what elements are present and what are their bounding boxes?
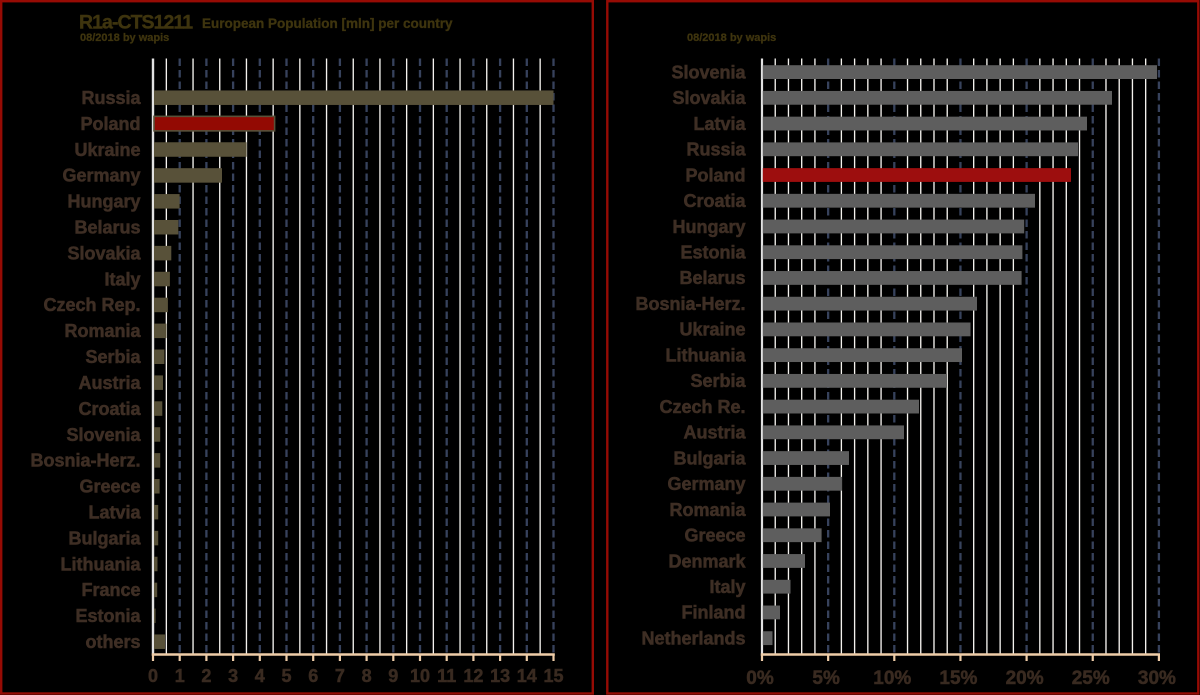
- svg-text:Slovenia: Slovenia: [671, 62, 746, 82]
- svg-text:Lithuania: Lithuania: [61, 554, 142, 574]
- svg-text:11: 11: [437, 666, 456, 686]
- svg-text:Netherlands: Netherlands: [641, 628, 745, 648]
- svg-text:Austria: Austria: [683, 423, 746, 443]
- svg-text:1: 1: [175, 666, 185, 686]
- svg-text:2: 2: [201, 666, 211, 686]
- svg-text:Latvia: Latvia: [88, 502, 141, 522]
- svg-text:15: 15: [543, 666, 563, 686]
- svg-text:Lithuania: Lithuania: [666, 345, 747, 365]
- svg-text:10: 10: [410, 666, 430, 686]
- svg-text:08/2018 by wapis: 08/2018 by wapis: [687, 32, 776, 44]
- svg-text:14: 14: [517, 666, 537, 686]
- svg-text:15%: 15%: [939, 668, 977, 689]
- svg-text:Serbia: Serbia: [85, 347, 141, 367]
- svg-text:France: France: [81, 580, 140, 600]
- svg-text:R1a-CTS1211: R1a-CTS1211: [79, 12, 193, 34]
- svg-text:Estonia: Estonia: [75, 606, 141, 626]
- svg-text:Bosnia-Herz.: Bosnia-Herz.: [635, 294, 745, 314]
- svg-text:Latvia: Latvia: [693, 114, 746, 134]
- svg-text:08/2018 by wapis: 08/2018 by wapis: [80, 32, 169, 44]
- svg-text:Ukraine: Ukraine: [74, 140, 140, 160]
- svg-text:6: 6: [308, 666, 318, 686]
- svg-text:Croatia: Croatia: [683, 191, 746, 211]
- svg-text:Slovenia: Slovenia: [66, 425, 141, 445]
- svg-text:Italy: Italy: [709, 577, 745, 597]
- svg-text:30%: 30%: [1138, 668, 1176, 689]
- svg-text:Romania: Romania: [64, 321, 141, 341]
- svg-text:25%: 25%: [1072, 668, 1110, 689]
- svg-text:8: 8: [362, 666, 372, 686]
- svg-text:others: others: [85, 632, 140, 652]
- svg-text:Bosnia-Herz.: Bosnia-Herz.: [30, 451, 140, 471]
- svg-text:Bulgaria: Bulgaria: [673, 448, 746, 468]
- svg-text:Serbia: Serbia: [690, 371, 746, 391]
- svg-text:Denmark: Denmark: [668, 551, 746, 571]
- svg-text:Germany: Germany: [62, 166, 140, 186]
- svg-text:Italy: Italy: [104, 269, 140, 289]
- svg-text:4: 4: [255, 666, 265, 686]
- svg-text:Greece: Greece: [79, 477, 140, 497]
- svg-text:5: 5: [281, 666, 291, 686]
- svg-text:9: 9: [388, 666, 398, 686]
- svg-text:Finland: Finland: [682, 603, 746, 623]
- svg-text:Poland: Poland: [685, 165, 745, 185]
- svg-text:0%: 0%: [746, 668, 774, 689]
- svg-text:Belarus: Belarus: [679, 268, 745, 288]
- svg-text:Austria: Austria: [78, 373, 141, 393]
- svg-text:Romania: Romania: [669, 500, 746, 520]
- svg-text:Belarus: Belarus: [74, 218, 140, 238]
- svg-text:Czech Re.: Czech Re.: [659, 397, 745, 417]
- svg-text:0: 0: [148, 666, 158, 686]
- svg-text:Slovakia: Slovakia: [672, 88, 746, 108]
- svg-text:20%: 20%: [1006, 668, 1044, 689]
- svg-text:Slovakia: Slovakia: [67, 243, 141, 263]
- svg-text:12: 12: [463, 666, 483, 686]
- svg-text:Russia: Russia: [686, 140, 746, 160]
- svg-text:European Population [mln] per: European Population [mln] per country: [202, 16, 453, 31]
- svg-text:Russia: Russia: [81, 88, 141, 108]
- svg-text:Croatia: Croatia: [78, 399, 141, 419]
- svg-text:13: 13: [490, 666, 510, 686]
- svg-text:Germany: Germany: [667, 474, 745, 494]
- svg-text:7: 7: [335, 666, 345, 686]
- svg-text:Hungary: Hungary: [67, 192, 140, 212]
- svg-text:Czech Rep.: Czech Rep.: [43, 295, 140, 315]
- svg-text:Poland: Poland: [80, 114, 140, 134]
- svg-text:Greece: Greece: [684, 526, 745, 546]
- svg-text:Estonia: Estonia: [680, 243, 746, 263]
- svg-text:Bulgaria: Bulgaria: [68, 528, 141, 548]
- svg-text:10%: 10%: [873, 668, 911, 689]
- svg-text:Hungary: Hungary: [672, 217, 745, 237]
- svg-text:3: 3: [228, 666, 238, 686]
- svg-text:Ukraine: Ukraine: [679, 320, 745, 340]
- svg-text:5%: 5%: [812, 668, 840, 689]
